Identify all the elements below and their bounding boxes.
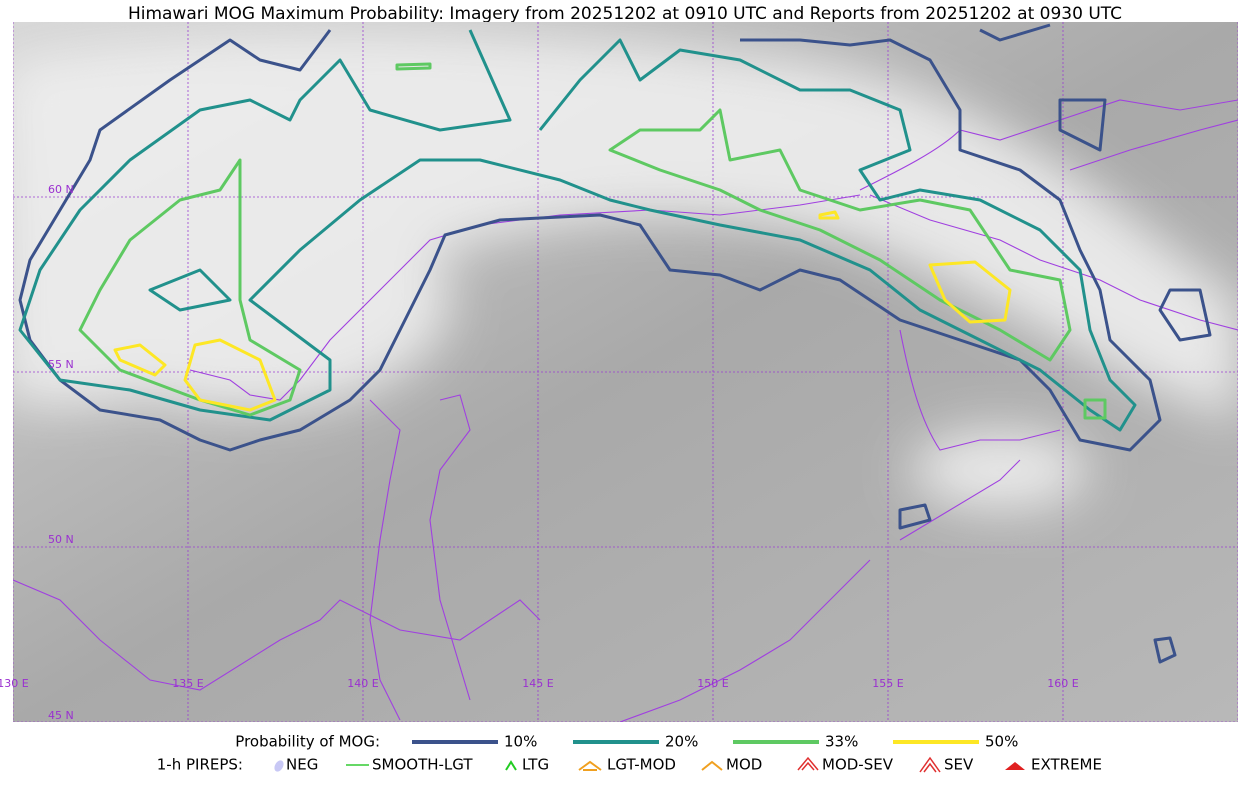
lon-label: 135 E bbox=[172, 677, 203, 690]
symbol bbox=[578, 760, 602, 771]
legend-label: LGT-MOD bbox=[607, 756, 676, 774]
title: Himawari MOG Maximum Probability: Imager… bbox=[128, 4, 1122, 24]
pireps-legend-title: 1-h PIREPS: bbox=[157, 756, 243, 774]
symbol bbox=[701, 760, 723, 771]
legend-label: MOD-SEV bbox=[822, 756, 894, 774]
symbol bbox=[274, 760, 284, 772]
lon-label: 145 E bbox=[522, 677, 553, 690]
legend-label: NEG bbox=[286, 756, 318, 774]
map bbox=[13, 22, 1238, 722]
legend-label: LTG bbox=[522, 756, 549, 774]
lon-label: 130 E bbox=[0, 677, 29, 690]
legend-label: SEV bbox=[944, 756, 974, 774]
legend-label: EXTREME bbox=[1031, 756, 1102, 774]
legend-label: 33% bbox=[825, 733, 858, 751]
lat-label: 55 N bbox=[48, 358, 74, 371]
symbol bbox=[1005, 762, 1025, 770]
symbol bbox=[919, 756, 941, 773]
legend-label: MOD bbox=[726, 756, 762, 774]
legend-label: 20% bbox=[665, 733, 698, 751]
legend-label: SMOOTH-LGT bbox=[372, 756, 473, 774]
lon-label: 160 E bbox=[1047, 677, 1078, 690]
lon-label: 140 E bbox=[347, 677, 378, 690]
legend-label: 10% bbox=[504, 733, 537, 751]
lat-label: 45 N bbox=[48, 709, 74, 722]
legend-label: 50% bbox=[985, 733, 1018, 751]
symbol bbox=[505, 760, 517, 771]
lon-label: 155 E bbox=[872, 677, 903, 690]
lat-label: 50 N bbox=[48, 533, 74, 546]
mog-legend-title: Probability of MOG: bbox=[235, 733, 380, 751]
lon-label: 150 E bbox=[697, 677, 728, 690]
lat-label: 60 N bbox=[48, 183, 74, 196]
symbol bbox=[797, 756, 819, 771]
